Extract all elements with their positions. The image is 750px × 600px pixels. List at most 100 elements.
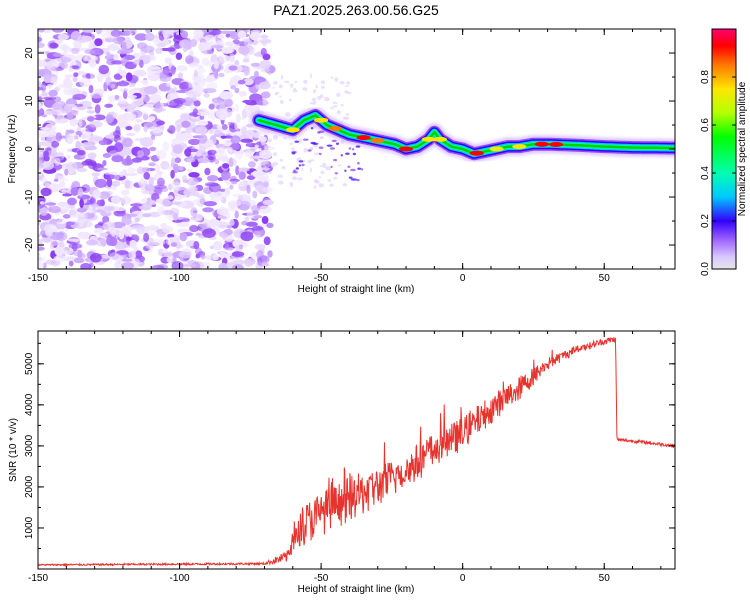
colorbar-frame xyxy=(711,28,737,270)
noise-blob xyxy=(53,96,62,103)
noise-blob xyxy=(102,215,110,223)
noise-blob xyxy=(208,156,214,161)
noise-blob xyxy=(228,45,236,50)
noise-blob xyxy=(141,198,148,203)
noise-blob xyxy=(134,33,148,41)
ridge-echo xyxy=(318,152,322,156)
noise-blob xyxy=(61,62,69,69)
noise-blob xyxy=(114,174,120,181)
noise-blob xyxy=(260,91,271,99)
noise-blob xyxy=(62,214,71,219)
noise-blob xyxy=(249,31,261,41)
noise-blob xyxy=(167,195,174,200)
noise-blob xyxy=(230,135,241,145)
ridge-band xyxy=(257,114,675,156)
noise-blob xyxy=(105,76,112,86)
noise-blob xyxy=(106,236,115,246)
noise-blob xyxy=(254,243,266,251)
noise-blob xyxy=(134,217,140,223)
noise-blob xyxy=(180,134,188,141)
noise-blob xyxy=(264,165,267,170)
ridge-echo xyxy=(345,152,350,155)
noise-blob xyxy=(119,70,128,77)
noise-blob xyxy=(126,213,138,217)
noise-blob xyxy=(192,198,200,206)
noise-blob xyxy=(165,82,171,87)
noise-blob xyxy=(218,262,228,269)
noise-blob xyxy=(139,79,149,83)
noise-blob xyxy=(69,119,80,124)
ridge-echo xyxy=(293,169,296,172)
noise-blob xyxy=(81,160,92,166)
noise-blob xyxy=(240,242,249,248)
noise-blob xyxy=(197,120,209,126)
colorbar-ticks: 0.0 0.2 0.4 0.6 0.8 xyxy=(700,28,737,276)
noise-blob xyxy=(246,184,251,194)
noise-blob xyxy=(232,264,244,269)
noise-blob xyxy=(117,64,123,73)
noise-blob xyxy=(170,157,176,167)
noise-blob xyxy=(278,180,284,185)
noise-blob xyxy=(85,128,94,132)
noise-blob xyxy=(87,205,94,214)
noise-blob xyxy=(120,262,135,269)
noise-blob xyxy=(64,74,75,78)
noise-blob xyxy=(220,232,228,238)
noise-blob xyxy=(122,90,128,100)
noise-blob xyxy=(154,184,167,190)
noise-blob xyxy=(330,76,333,79)
snr-ytick-label: 4000 xyxy=(24,393,35,416)
noise-blob xyxy=(292,89,298,93)
noise-blob xyxy=(264,148,269,151)
noise-blob xyxy=(101,254,111,259)
noise-blob xyxy=(70,187,79,196)
noise-blob xyxy=(188,62,200,68)
noise-blob xyxy=(79,221,85,228)
noise-blob xyxy=(128,113,137,121)
noise-blob xyxy=(279,95,282,98)
noise-blob xyxy=(76,149,86,156)
noise-blob xyxy=(216,207,229,216)
noise-blob xyxy=(54,117,69,124)
noise-blob xyxy=(274,91,280,94)
ridge-peak xyxy=(549,142,564,147)
noise-blob xyxy=(242,99,253,104)
noise-blob xyxy=(38,233,41,239)
noise-blob xyxy=(333,105,338,108)
snr-ytick-label: 1000 xyxy=(24,516,35,539)
ridge-peak xyxy=(512,144,527,150)
noise-blob xyxy=(237,79,246,85)
noise-blob xyxy=(238,200,251,211)
ridge-echo xyxy=(355,145,361,148)
noise-blob xyxy=(227,121,234,126)
noise-blob xyxy=(337,164,341,167)
noise-blob xyxy=(289,182,294,187)
noise-blob xyxy=(279,158,283,162)
noise-blob xyxy=(193,100,201,107)
noise-blob xyxy=(212,240,223,251)
noise-blob xyxy=(189,225,199,233)
snr-xtick-label: -150 xyxy=(28,573,48,584)
noise-blob xyxy=(193,241,200,250)
noise-blob xyxy=(98,139,108,146)
ridge-echo xyxy=(326,144,333,147)
noise-blob xyxy=(214,159,220,165)
spectrogram-ylabel: Frequency (Hz) xyxy=(7,115,18,184)
noise-blob xyxy=(311,97,316,102)
noise-blob xyxy=(117,49,128,55)
noise-blob xyxy=(345,113,350,116)
noise-blob xyxy=(281,165,286,170)
noise-blob xyxy=(32,132,37,136)
noise-blob xyxy=(68,209,77,216)
noise-blob xyxy=(186,177,199,186)
noise-blob xyxy=(131,99,144,107)
noise-blob xyxy=(90,92,104,99)
noise-blob xyxy=(115,81,130,87)
noise-blob xyxy=(99,237,107,246)
noise-blob xyxy=(188,172,200,178)
noise-blob xyxy=(164,57,172,64)
noise-blob xyxy=(120,189,130,196)
noise-blob xyxy=(45,182,50,189)
noise-blob xyxy=(107,226,115,233)
noise-blob xyxy=(30,182,37,187)
